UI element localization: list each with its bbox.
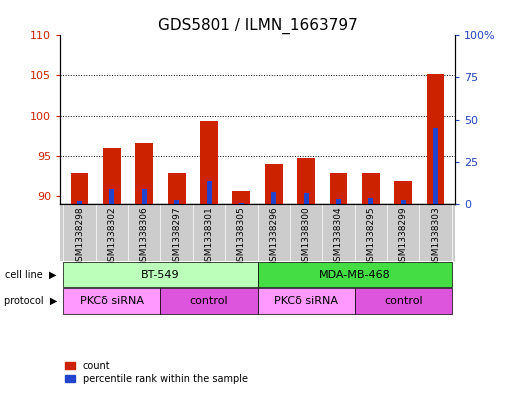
- Bar: [135, 143, 153, 204]
- Text: GSM1338302: GSM1338302: [107, 207, 117, 267]
- Bar: [427, 74, 445, 204]
- Bar: [362, 173, 380, 204]
- Bar: [233, 191, 251, 204]
- Bar: [271, 192, 276, 204]
- Bar: [265, 163, 282, 204]
- Bar: [257, 288, 355, 314]
- Bar: [329, 173, 347, 204]
- Text: GSM1338300: GSM1338300: [302, 207, 311, 267]
- Bar: [63, 288, 161, 314]
- Text: GSM1338305: GSM1338305: [237, 207, 246, 267]
- Text: protocol  ▶: protocol ▶: [4, 296, 57, 306]
- Text: control: control: [190, 296, 229, 306]
- Bar: [297, 158, 315, 204]
- Bar: [368, 198, 373, 204]
- Text: GSM1338306: GSM1338306: [140, 207, 149, 267]
- Bar: [401, 200, 406, 204]
- Bar: [161, 288, 258, 314]
- Text: PKCδ siRNA: PKCδ siRNA: [80, 296, 144, 306]
- Bar: [63, 262, 258, 287]
- Bar: [168, 173, 186, 204]
- Text: PKCδ siRNA: PKCδ siRNA: [274, 296, 338, 306]
- Legend: count, percentile rank within the sample: count, percentile rank within the sample: [65, 361, 247, 384]
- Bar: [336, 199, 341, 204]
- Bar: [103, 148, 121, 204]
- Bar: [174, 200, 179, 204]
- Text: MDA-MB-468: MDA-MB-468: [319, 270, 391, 280]
- Text: GSM1338304: GSM1338304: [334, 207, 343, 267]
- Bar: [207, 181, 211, 204]
- Text: GSM1338299: GSM1338299: [399, 207, 408, 267]
- Text: cell line  ▶: cell line ▶: [5, 270, 57, 280]
- Text: control: control: [384, 296, 423, 306]
- Text: BT-549: BT-549: [141, 270, 180, 280]
- Bar: [433, 128, 438, 204]
- Bar: [109, 189, 115, 204]
- Bar: [142, 189, 147, 204]
- Text: GSM1338303: GSM1338303: [431, 207, 440, 267]
- Bar: [200, 121, 218, 204]
- Text: GSM1338295: GSM1338295: [366, 207, 376, 267]
- Bar: [304, 193, 309, 204]
- Text: GSM1338301: GSM1338301: [204, 207, 213, 267]
- Bar: [394, 181, 412, 204]
- Bar: [239, 203, 244, 204]
- Text: GSM1338298: GSM1338298: [75, 207, 84, 267]
- Text: GSM1338297: GSM1338297: [172, 207, 181, 267]
- Bar: [71, 173, 88, 204]
- Title: GDS5801 / ILMN_1663797: GDS5801 / ILMN_1663797: [158, 18, 357, 34]
- Text: GSM1338296: GSM1338296: [269, 207, 278, 267]
- Bar: [355, 288, 452, 314]
- Bar: [257, 262, 452, 287]
- Bar: [77, 201, 82, 204]
